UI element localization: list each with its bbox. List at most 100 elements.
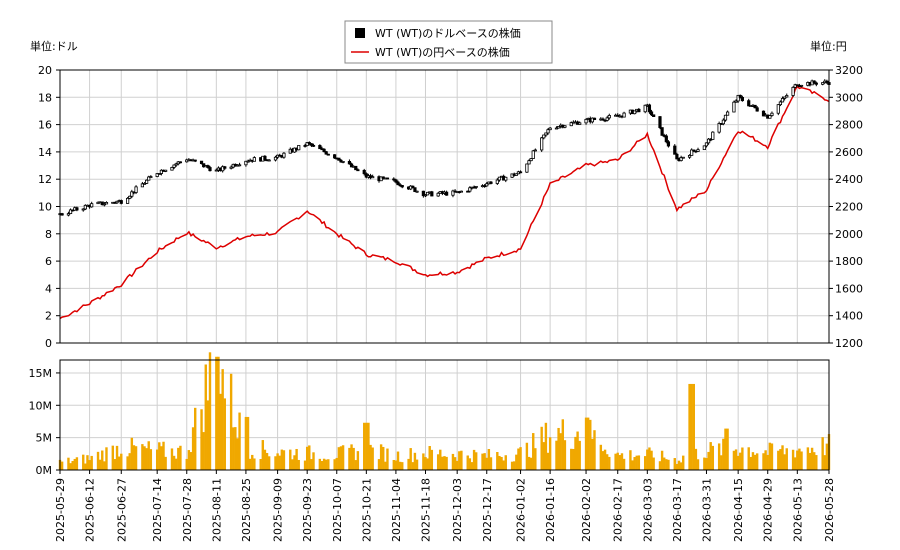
yen-line-layer [59,85,830,320]
candle-body [102,203,106,206]
volume-bar [622,458,626,470]
volume-bar [460,450,463,470]
candle-body [413,187,417,193]
candle-body [400,185,404,188]
candle-body [208,167,212,172]
candle-body [385,177,390,180]
candle-body [199,160,204,165]
candle-body [799,84,804,87]
candle-body [556,126,561,129]
volume-axis-tick-label: 10M [29,399,53,412]
volume-bar [525,442,529,470]
volume-bar [800,451,803,470]
candle-body [68,209,73,214]
candle-body [592,117,597,121]
candle-body [664,135,668,143]
volume-bar [202,432,205,470]
candle-body [785,95,789,98]
candle-body [174,163,178,166]
volume-bar [191,427,195,470]
volume-bar [424,457,427,470]
candle-body [142,183,147,185]
candle-body [548,127,552,131]
volume-bar [692,383,695,470]
volume-bar [251,454,254,470]
volume-bar [71,460,74,470]
candle-body [711,131,715,140]
volume-bar [644,456,647,470]
candle-body [60,213,64,216]
volume-bar [732,450,736,470]
left-axis-tick-label: 16 [38,119,52,132]
candle-body [263,155,267,161]
volume-bar [215,356,218,470]
candle-body [145,179,149,184]
left-axis-tick-label: 6 [45,255,52,268]
right-axis-tick-label: 2800 [835,119,863,132]
volume-bar [128,453,131,470]
volume-bar [158,442,161,470]
candle-body [273,156,278,161]
volume-bar [705,458,708,470]
volume-bar [162,441,165,470]
volume-bar [542,442,545,470]
candle-body [170,167,174,171]
volume-bar [60,461,64,470]
volume-bar [413,452,417,470]
right-axis-tick-label: 2200 [835,201,863,214]
volume-bar [481,453,484,470]
volume-bar [458,451,461,470]
volume-bar [280,449,284,470]
candle-body [692,149,696,152]
candle-body [791,86,795,96]
volume-bar [98,459,102,470]
volume-bar [365,422,368,470]
candle-body [347,161,352,165]
volume-bar [117,456,121,470]
volume-bar [189,452,193,470]
volume-bar [443,456,446,470]
candle-body [740,97,744,102]
candle-body [193,159,197,162]
date-axis-tick-label: 2025-09-09 [272,478,285,542]
volume-bar [217,356,220,470]
volume-bar [436,454,440,470]
candle-body [349,163,354,168]
candle-body [525,163,529,173]
candle-body [601,118,605,121]
volume-bar [263,449,267,470]
candle-body [337,157,341,161]
volume-bar [605,454,609,470]
right-axis-tick-label: 1400 [835,310,863,323]
legend-swatch-dollar [355,28,365,38]
volume-bar [200,409,203,470]
candle-body [155,173,159,177]
volume-bar [276,453,279,470]
volume-bar [352,447,355,470]
volume-bar [238,412,241,470]
candle-body [237,164,242,167]
volume-bar [274,456,277,470]
volume-bar [318,458,322,470]
volume-bar [308,445,311,470]
volume-bar [221,369,224,470]
candle-body [814,82,818,85]
candle-body [83,204,87,210]
volume-bar [126,456,129,470]
candle-body [780,98,785,103]
right-axis-tick-label: 1600 [835,282,863,295]
volume-bar [563,440,567,470]
volume-bar [496,452,499,470]
candle-body [738,94,742,98]
candle-body [489,181,493,184]
volume-bar [401,462,404,470]
volume-bar [143,446,146,470]
volume-bar [751,452,755,470]
candle-body [159,169,164,174]
candle-body [421,190,425,197]
volume-bar [574,436,577,470]
volume-bar [591,438,594,470]
volume-bar [96,451,100,470]
unit-label-left: 単位:ドル [30,39,78,53]
volume-bar [498,455,501,470]
